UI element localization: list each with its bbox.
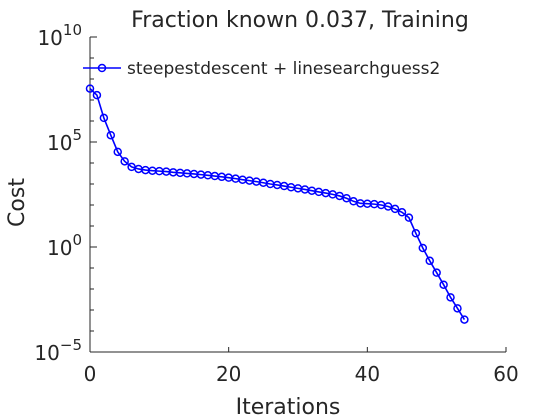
series-line	[89, 87, 466, 320]
data-point	[425, 256, 434, 266]
data-point	[85, 84, 95, 93]
y-tick-label: 10−5	[34, 336, 82, 365]
x-axis-title: Iterations	[236, 395, 341, 420]
data-point	[418, 243, 428, 253]
data-point	[432, 268, 441, 277]
x-tick-label: 20	[216, 362, 241, 386]
data-point	[439, 280, 448, 289]
y-tick-label-base: 10	[47, 131, 72, 155]
data-point	[106, 130, 116, 140]
y-tick-label-base: 10	[34, 341, 59, 365]
data-point	[342, 193, 351, 203]
y-tick-label: 105	[47, 126, 82, 155]
data-point	[404, 213, 414, 222]
x-tick-label: 60	[493, 362, 518, 386]
y-tick-label-exponent: 5	[72, 126, 82, 144]
chart-title: Fraction known 0.037, Training	[131, 8, 469, 33]
y-tick-label-exponent: −5	[60, 336, 82, 354]
x-tick-label: 40	[355, 362, 380, 386]
y-tick-label-exponent: 10	[63, 21, 82, 39]
data-point	[411, 229, 421, 238]
y-tick-label: 100	[47, 231, 82, 260]
data-point	[99, 113, 109, 123]
x-tick-label: 0	[84, 362, 97, 386]
data-point	[390, 204, 400, 214]
data-point	[92, 90, 102, 100]
data-point	[120, 157, 129, 166]
data-point	[446, 293, 455, 302]
data-point	[453, 304, 462, 313]
data-point	[397, 208, 407, 217]
y-tick-label: 1010	[37, 21, 82, 50]
y-tick-label-exponent: 0	[72, 231, 82, 249]
legend-label: steepestdescent + linesearchguess2	[127, 59, 440, 79]
data-point	[460, 315, 469, 324]
data-point	[113, 147, 122, 157]
y-tick-label-base: 10	[47, 236, 72, 260]
legend-marker	[97, 63, 107, 73]
y-tick-label-base: 10	[37, 26, 62, 50]
y-axis-title: Cost	[5, 178, 30, 227]
